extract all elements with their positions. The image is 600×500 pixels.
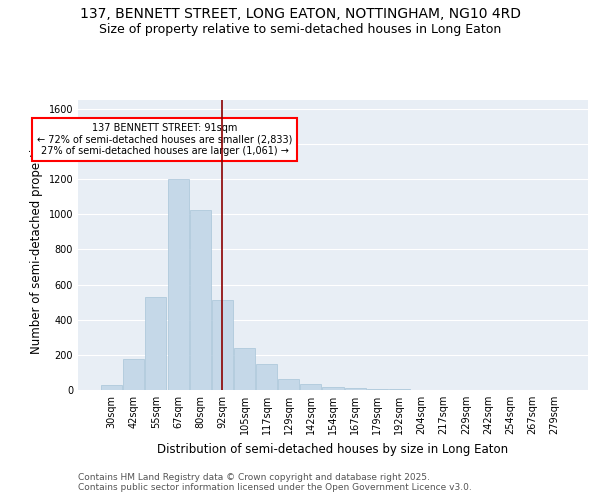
Bar [256,364,277,390]
Bar [145,297,166,390]
Bar [124,359,145,390]
Y-axis label: Number of semi-detached properties: Number of semi-detached properties [30,136,43,354]
Bar [301,384,322,390]
Bar [167,179,188,390]
Bar [344,388,365,390]
Bar [190,210,211,390]
Bar [212,300,233,390]
Text: Size of property relative to semi-detached houses in Long Eaton: Size of property relative to semi-detach… [99,22,501,36]
Bar [234,348,255,390]
Bar [322,388,344,390]
Text: 137 BENNETT STREET: 91sqm
← 72% of semi-detached houses are smaller (2,833)
27% : 137 BENNETT STREET: 91sqm ← 72% of semi-… [37,123,292,156]
Text: 137, BENNETT STREET, LONG EATON, NOTTINGHAM, NG10 4RD: 137, BENNETT STREET, LONG EATON, NOTTING… [79,8,521,22]
Text: Distribution of semi-detached houses by size in Long Eaton: Distribution of semi-detached houses by … [157,442,509,456]
Text: Contains HM Land Registry data © Crown copyright and database right 2025.
Contai: Contains HM Land Registry data © Crown c… [78,473,472,492]
Bar [367,389,388,390]
Bar [101,384,122,390]
Bar [278,380,299,390]
